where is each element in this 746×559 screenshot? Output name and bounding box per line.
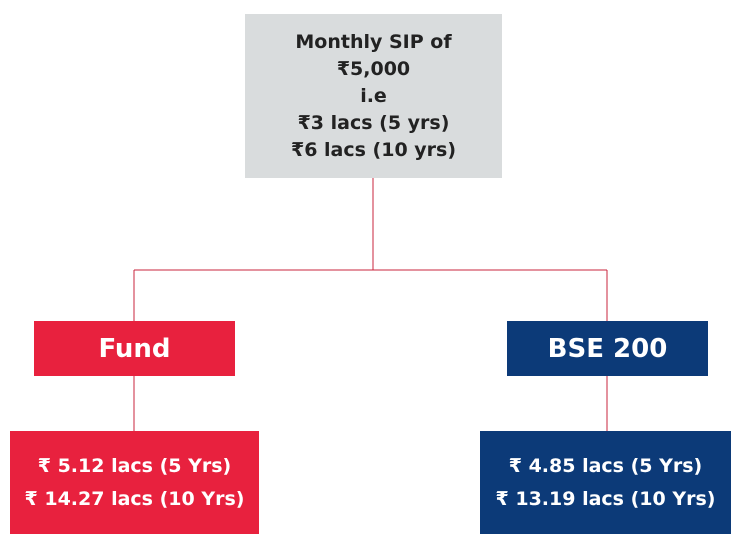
fund-node: Fund [34,321,235,376]
fund-value-node: ₹ 5.12 lacs (5 Yrs) ₹ 14.27 lacs (10 Yrs… [10,431,259,534]
sip-line-4: ₹3 lacs (5 yrs) [297,111,450,134]
sip-line-2: ₹5,000 [336,57,411,80]
bse-200-label: BSE 200 [547,333,668,364]
sip-line-3: i.e [360,84,387,107]
bse-value-10yr: ₹ 13.19 lacs (10 Yrs) [495,487,716,510]
sip-line-5: ₹6 lacs (10 yrs) [290,138,457,161]
fund-label: Fund [98,333,171,364]
bse-200-node: BSE 200 [507,321,708,376]
sip-line-1: Monthly SIP of [295,30,452,53]
bse-value-node: ₹ 4.85 lacs (5 Yrs) ₹ 13.19 lacs (10 Yrs… [480,431,731,534]
fund-value-5yr: ₹ 5.12 lacs (5 Yrs) [37,454,232,477]
sip-root-node: Monthly SIP of ₹5,000 i.e ₹3 lacs (5 yrs… [245,14,502,178]
bse-value-5yr: ₹ 4.85 lacs (5 Yrs) [508,454,703,477]
fund-value-10yr: ₹ 14.27 lacs (10 Yrs) [24,487,245,510]
